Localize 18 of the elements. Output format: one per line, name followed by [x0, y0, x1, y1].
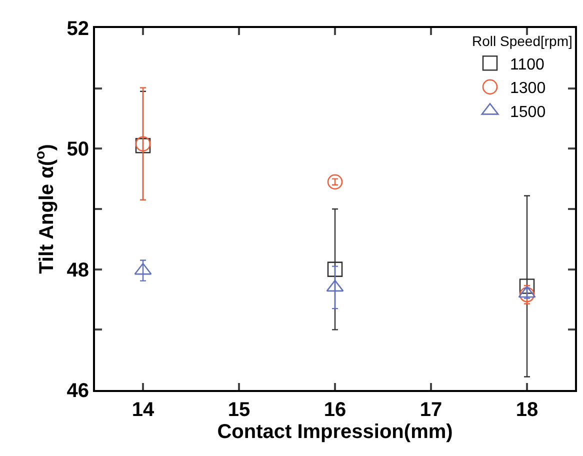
x-tick-label: 17	[420, 399, 442, 421]
legend-label: 1500	[510, 104, 546, 121]
point	[327, 262, 343, 277]
x-tick-label: 16	[324, 399, 346, 421]
y-tick-label: 52	[66, 18, 89, 40]
y-tick-label: 50	[66, 138, 89, 161]
point	[519, 287, 535, 302]
x-axis-title: Contact Impression(mm)	[217, 421, 453, 443]
legend-label: 1300	[510, 80, 546, 98]
legend-label: 1100	[510, 56, 545, 74]
y-tick-label: 48	[66, 259, 89, 282]
x-tick-label: 18	[516, 399, 538, 421]
x-tick-label: 14	[132, 399, 155, 421]
point	[519, 278, 535, 294]
point	[327, 174, 343, 190]
legend-title: Roll Speed[rpm]	[472, 33, 572, 50]
x-tick-label: 15	[228, 399, 250, 421]
y-tick-label: 46	[66, 380, 89, 402]
